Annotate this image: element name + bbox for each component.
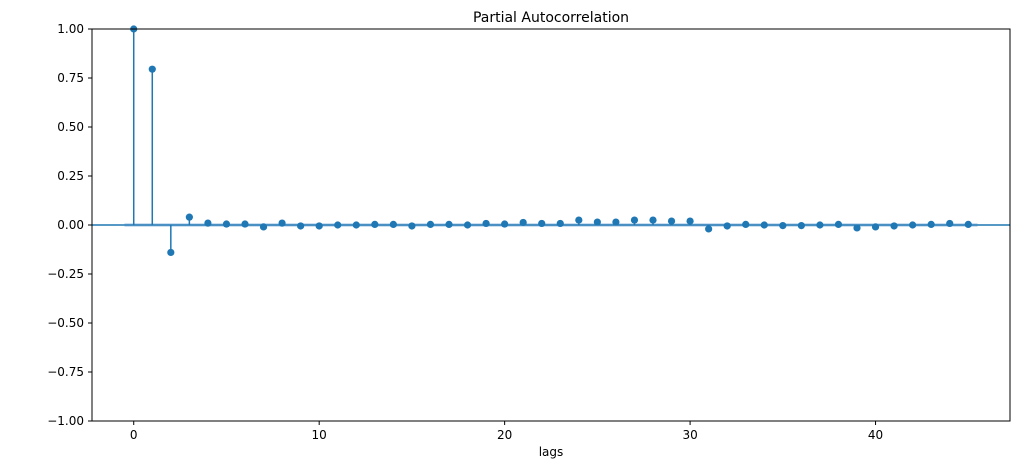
y-tick-label: −0.50	[47, 316, 84, 330]
marker-lag-26	[612, 218, 620, 226]
marker-lag-21	[519, 218, 527, 227]
y-tick-label: 0.25	[57, 169, 84, 183]
marker-lag-6	[241, 220, 249, 228]
marker-lag-13	[371, 220, 379, 229]
marker-lag-24	[575, 216, 583, 224]
y-tick-label: −0.75	[47, 365, 84, 379]
x-tick-label: 30	[682, 428, 697, 442]
marker-lag-11	[334, 221, 342, 229]
marker-lag-45	[964, 220, 972, 229]
marker-lag-36	[797, 221, 805, 230]
marker-lag-16	[426, 220, 435, 229]
marker-lag-10	[315, 222, 323, 230]
marker-lag-23	[556, 219, 564, 228]
marker-lag-28	[649, 216, 657, 224]
y-tick-label: 1.00	[57, 22, 84, 36]
y-tick-label: 0.75	[57, 71, 84, 85]
marker-lag-29	[667, 217, 676, 225]
marker-lag-32	[723, 222, 731, 230]
marker-lag-39	[853, 224, 861, 232]
x-axis-label: lags	[539, 445, 564, 459]
y-tick-label: −1.00	[47, 414, 84, 428]
y-tick-label: 0.50	[57, 120, 84, 134]
x-tick-label: 0	[130, 428, 138, 442]
marker-lag-17	[445, 220, 453, 229]
chart-title: Partial Autocorrelation	[473, 10, 629, 26]
marker-lag-38	[834, 220, 843, 229]
marker-lag-35	[779, 221, 787, 230]
marker-lag-22	[538, 219, 546, 228]
markers	[130, 25, 972, 257]
y-tick-label: −0.25	[47, 267, 84, 281]
marker-lag-15	[408, 222, 416, 230]
marker-lag-18	[463, 221, 472, 229]
x-tick-label: 40	[868, 428, 883, 442]
marker-lag-42	[909, 221, 917, 229]
marker-lag-37	[816, 221, 824, 229]
marker-lag-19	[482, 219, 490, 228]
marker-lag-14	[389, 220, 397, 229]
marker-lag-43	[927, 220, 935, 229]
marker-lag-30	[686, 217, 694, 225]
marker-lag-27	[630, 216, 639, 224]
marker-lag-7	[259, 223, 268, 231]
marker-lag-41	[890, 222, 898, 230]
marker-lag-40	[871, 223, 880, 231]
marker-lag-8	[278, 219, 286, 227]
y-axis: 1.00 0.75 0.50 0.25 0.00 −0.25 −0.50 −0.75 −1.00	[47, 22, 92, 428]
marker-lag-34	[760, 221, 768, 229]
marker-lag-31	[705, 225, 713, 233]
y-tick-label: 0.00	[57, 218, 84, 232]
marker-lag-9	[297, 222, 305, 230]
marker-lag-4	[204, 219, 212, 227]
marker-lag-2	[167, 248, 175, 257]
marker-lag-1	[148, 65, 156, 73]
marker-lag-20	[501, 220, 509, 228]
marker-lag-5	[222, 220, 231, 228]
marker-lag-25	[593, 218, 601, 226]
marker-lag-44	[946, 219, 954, 228]
marker-lag-12	[352, 221, 360, 229]
marker-lag-3	[185, 213, 193, 221]
marker-lag-33	[742, 220, 750, 229]
x-tick-label: 20	[497, 428, 512, 442]
x-tick-label: 10	[312, 428, 327, 442]
x-axis: 0 10 20 30 40	[130, 421, 883, 442]
